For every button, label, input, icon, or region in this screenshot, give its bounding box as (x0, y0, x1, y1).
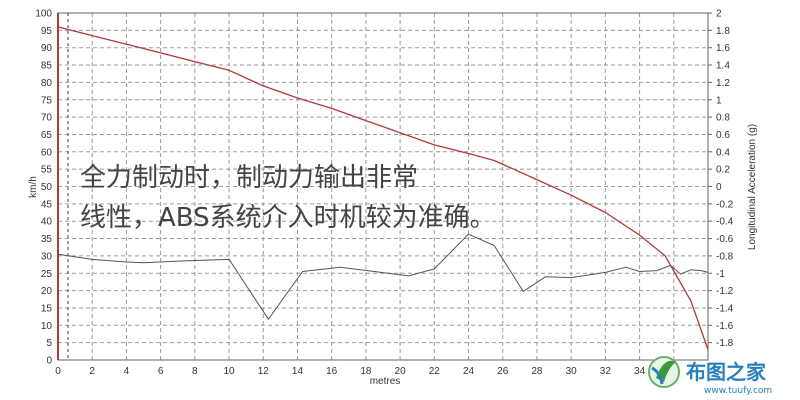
left-tick-label: 75 (41, 95, 53, 106)
right-tick-label: -1 (716, 269, 725, 280)
x-tick-label: 8 (192, 366, 198, 377)
left-tick-label: 60 (41, 147, 53, 158)
right-tick-label: 0.8 (716, 113, 730, 124)
x-tick-label: 16 (326, 366, 338, 377)
left-tick-label: 70 (41, 113, 53, 124)
watermark-url: www.tuufy.com (704, 386, 772, 396)
left-axis-label: km/h (28, 176, 39, 198)
x-tick-label: 14 (292, 366, 304, 377)
left-tick-label: 20 (41, 286, 53, 297)
x-tick-label: 4 (124, 366, 130, 377)
caption-line-1: 全力制动时，制动力输出非常 (80, 163, 418, 193)
left-tick-label: 25 (41, 269, 53, 280)
x-tick-label: 26 (497, 366, 509, 377)
right-tick-label: 1.6 (716, 43, 730, 54)
left-tick-label: 55 (41, 165, 53, 176)
left-tick-label: 30 (41, 251, 53, 262)
speed-series-line (57, 26, 709, 350)
right-tick-label: 1 (716, 95, 722, 106)
acceleration-series-line (57, 233, 709, 320)
caption-line-2: 线性，ABS系统介入时机较为准确。 (80, 203, 496, 233)
left-axis-ticks: 0 5 10 15 20 25 30 35 40 45 50 55 60 65 70 75 80 85 90 95 10… (35, 9, 52, 367)
right-tick-label: -1.8 (716, 338, 734, 349)
x-tick-label: 10 (223, 366, 235, 377)
right-tick-label: 0.2 (716, 165, 730, 176)
watermark-logo-icon (648, 356, 680, 388)
left-tick-label: 95 (41, 26, 53, 37)
x-axis-label: metres (370, 376, 401, 387)
right-tick-label: -0.4 (716, 217, 734, 228)
watermark: 布图之家 www.tuufy.com (648, 356, 772, 396)
right-tick-label: 0.6 (716, 130, 730, 141)
x-axis-ticks: 024681012141618202224262830323436 (55, 366, 680, 377)
x-tick-label: 24 (463, 366, 475, 377)
right-axis-ticks: -1.8 -1.6 -1.4 -1.2 -1 -0.8 -0.6 -0.4 -0.2 0 0.2 0.… (708, 9, 734, 349)
x-tick-label: 32 (600, 366, 612, 377)
right-axis-label: Longitudinal Acceleration (g) (747, 124, 758, 250)
left-tick-label: 40 (41, 217, 53, 228)
x-tick-label: 12 (258, 366, 270, 377)
left-tick-label: 85 (41, 61, 53, 72)
x-tick-label: 6 (158, 366, 164, 377)
right-tick-label: 2 (716, 9, 722, 20)
x-tick-label: 18 (360, 366, 372, 377)
x-tick-label: 20 (395, 366, 407, 377)
x-tick-label: 2 (89, 366, 95, 377)
watermark-name: 布图之家 (686, 360, 767, 384)
x-tick-label: 34 (634, 366, 646, 377)
left-tick-label: 0 (46, 356, 52, 367)
right-tick-label: -1.2 (716, 286, 734, 297)
right-tick-label: 1.4 (716, 61, 730, 72)
left-tick-label: 5 (46, 338, 52, 349)
right-tick-label: -0.8 (716, 251, 734, 262)
left-tick-label: 45 (41, 199, 53, 210)
x-tick-label: 30 (566, 366, 578, 377)
x-tick-label: 0 (55, 366, 61, 377)
left-tick-label: 15 (41, 303, 53, 314)
x-tick-label: 28 (531, 366, 543, 377)
left-tick-label: 50 (41, 182, 53, 193)
left-tick-label: 35 (41, 234, 53, 245)
right-tick-label: -0.2 (716, 199, 734, 210)
right-tick-label: 1.2 (716, 78, 730, 89)
left-tick-label: 80 (41, 78, 53, 89)
left-tick-label: 100 (35, 9, 52, 20)
right-tick-label: 0.4 (716, 147, 730, 158)
grid (58, 13, 708, 360)
right-tick-label: 1.8 (716, 26, 730, 37)
right-tick-label: -1.4 (716, 303, 734, 314)
right-tick-label: 0 (716, 182, 722, 193)
left-tick-label: 10 (41, 321, 53, 332)
left-tick-label: 65 (41, 130, 53, 141)
left-tick-label: 90 (41, 43, 53, 54)
x-tick-label: 22 (429, 366, 441, 377)
right-tick-label: -1.6 (716, 321, 734, 332)
right-tick-label: -0.6 (716, 234, 734, 245)
series-lines (57, 26, 709, 350)
